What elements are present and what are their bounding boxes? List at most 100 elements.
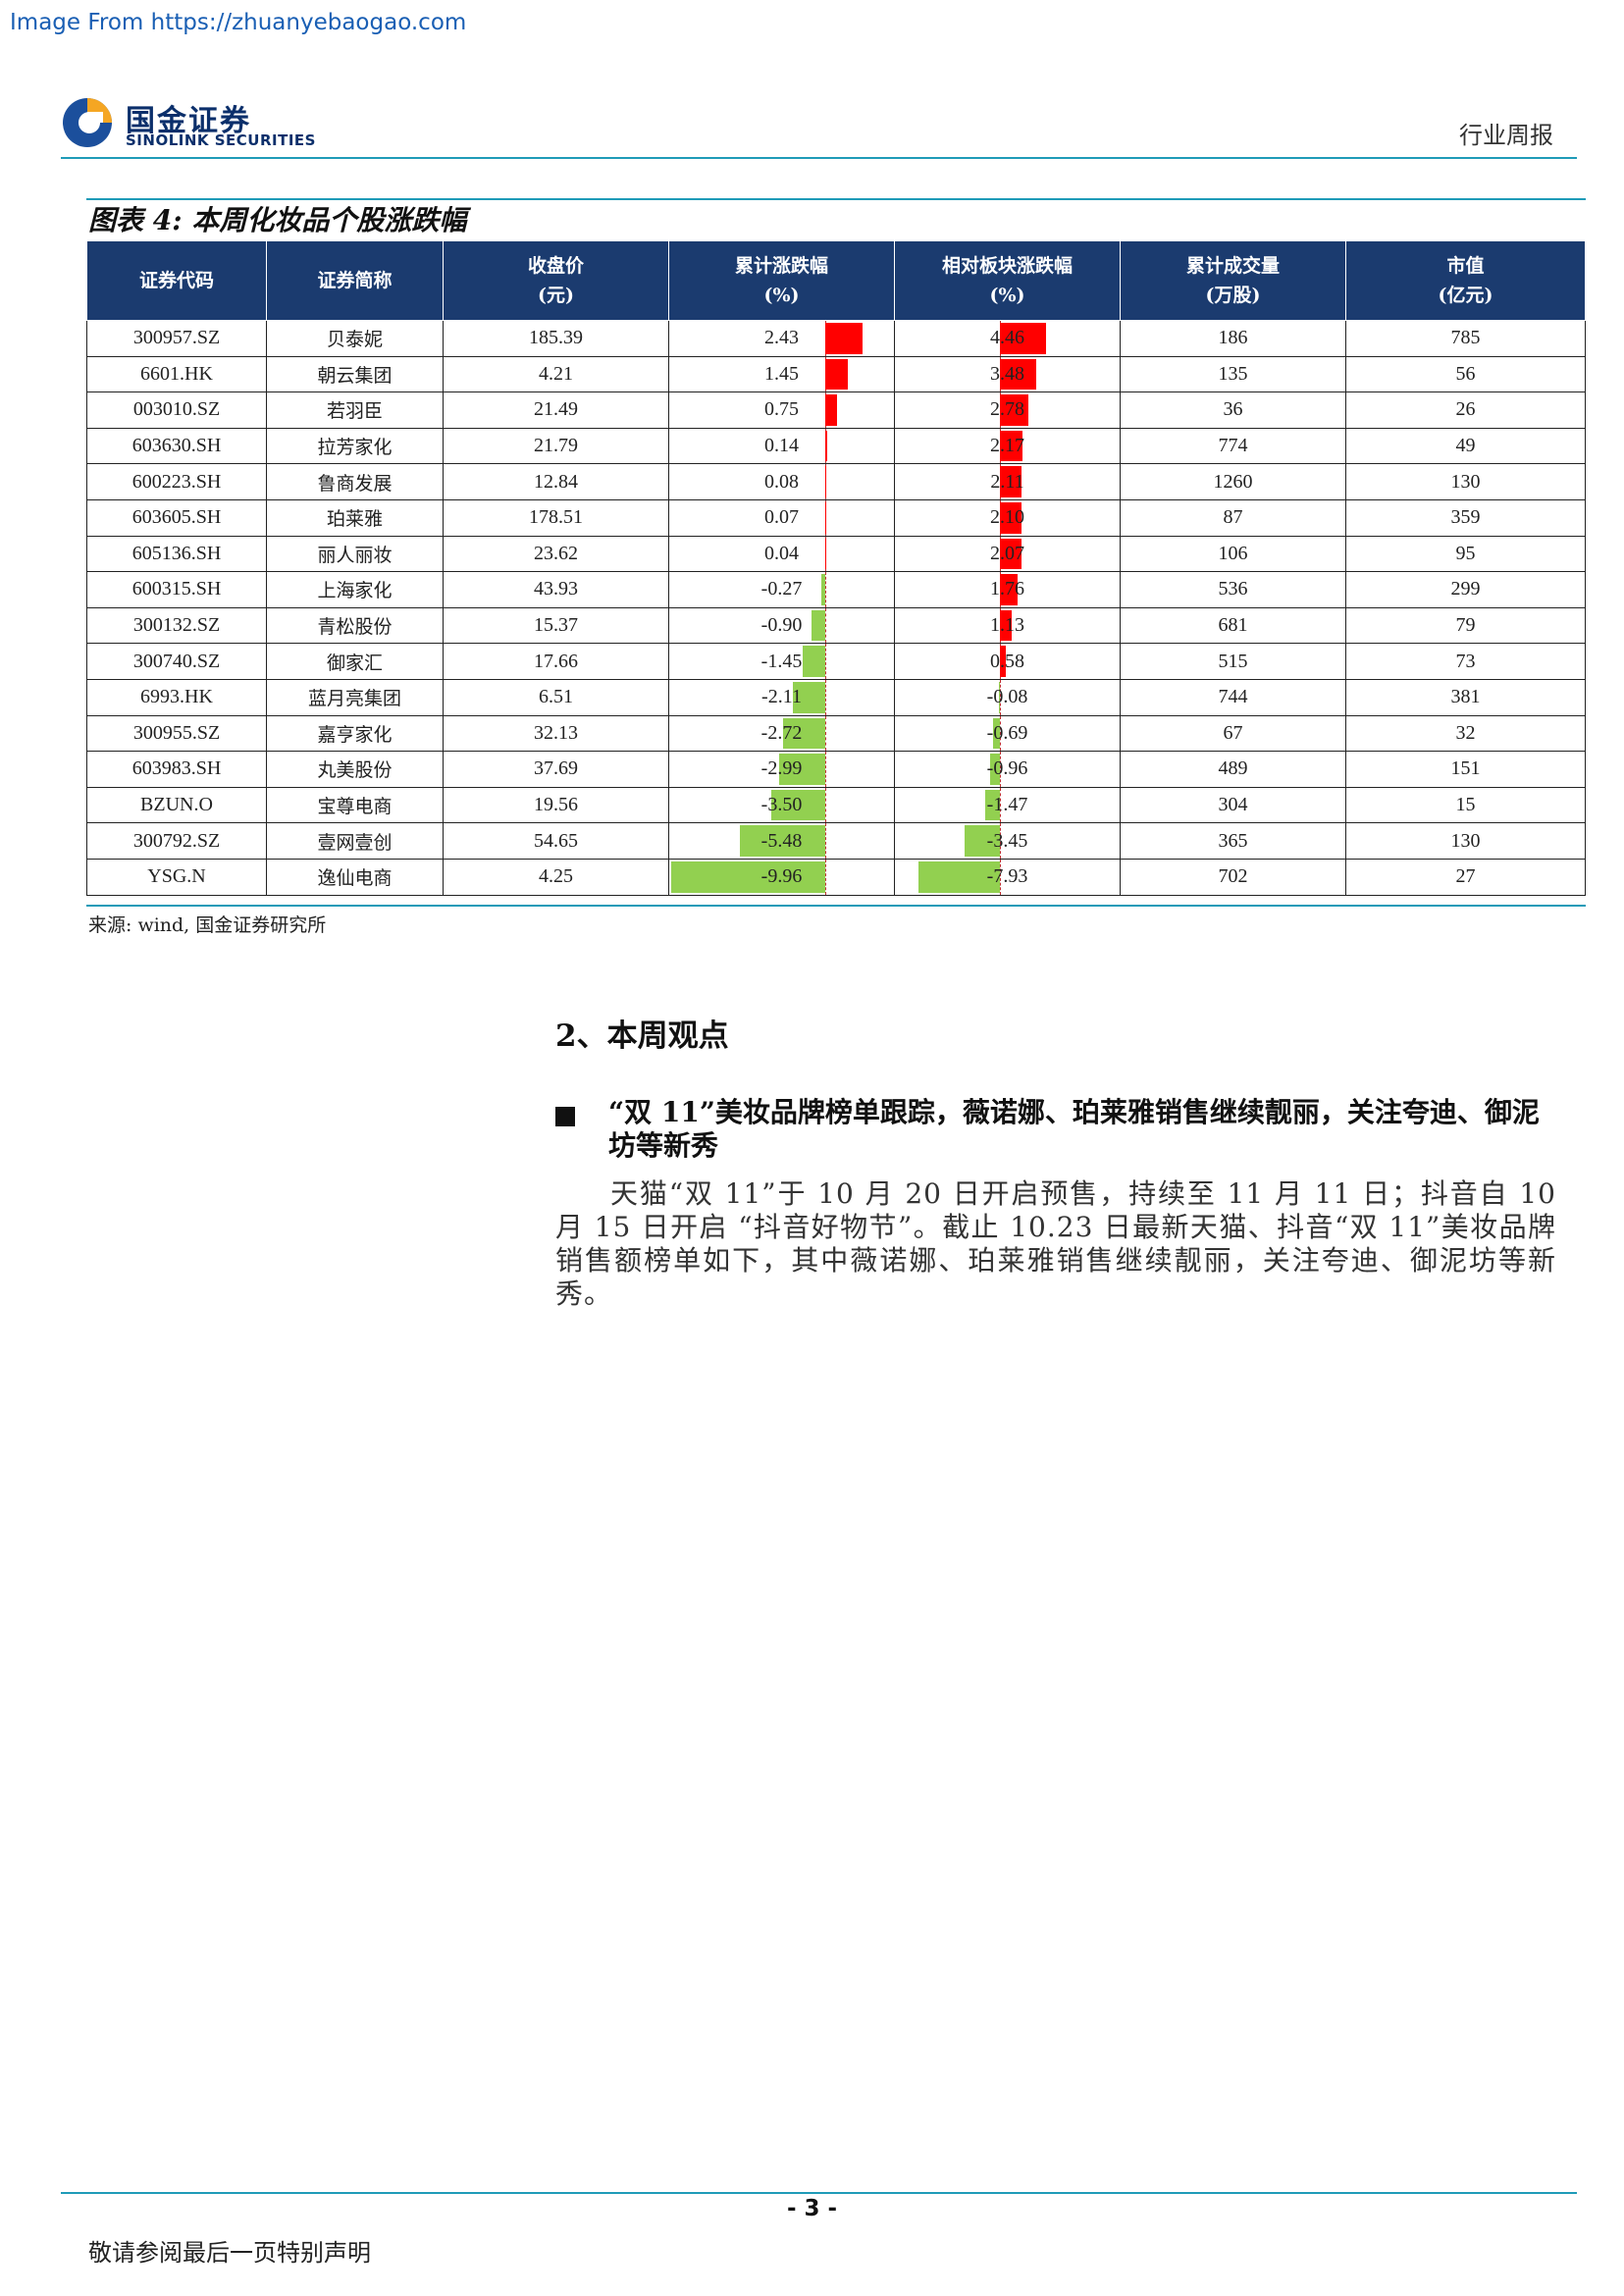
- stock-code: 605136.SH: [86, 535, 267, 573]
- logo-english-name: SINOLINK SECURITIES: [126, 131, 316, 149]
- cumulative-change-value: 0.14: [764, 435, 799, 457]
- relative-change-bar: [1000, 538, 1022, 570]
- volume: 87: [1120, 498, 1346, 537]
- stock-code: 603605.SH: [86, 498, 267, 537]
- cumulative-change-cell: 0.75: [668, 391, 895, 429]
- company-logo: 国金证券 SINOLINK SECURITIES: [61, 94, 316, 153]
- cumulative-change-value: 2.43: [764, 327, 799, 349]
- volume: 536: [1120, 571, 1346, 608]
- cumulative-change-bar: [770, 789, 825, 821]
- relative-change-cell: -1.47: [894, 786, 1121, 824]
- cumulative-change-zero-axis: [825, 644, 826, 679]
- market-cap: 130: [1345, 822, 1586, 860]
- col-header-cumulative-change: 累计涨跌幅 (%): [668, 240, 895, 321]
- cumulative-change-cell: 1.45: [668, 355, 895, 393]
- cumulative-change-cell: -2.99: [668, 751, 895, 788]
- table-row: BZUN.O 宝尊电商 19.56 -3.50 -1.47 304 15: [86, 786, 1586, 824]
- cumulative-change-value: -9.96: [760, 865, 803, 888]
- volume: 515: [1120, 643, 1346, 680]
- cumulative-change-value: 1.45: [764, 362, 799, 385]
- relative-change-bar: [1000, 574, 1019, 605]
- cumulative-change-bar: [820, 574, 825, 605]
- market-cap: 56: [1345, 355, 1586, 393]
- market-cap: 381: [1345, 678, 1586, 716]
- stock-code: 003010.SZ: [86, 391, 267, 429]
- market-cap: 32: [1345, 714, 1586, 753]
- relative-change-zero-axis: [1000, 859, 1001, 895]
- table-row: 300740.SZ 御家汇 17.66 -1.45 0.58 515 73: [86, 643, 1586, 680]
- header-divider: [61, 157, 1577, 159]
- cumulative-change-zero-axis: [825, 715, 826, 752]
- relative-change-bar: [989, 754, 1000, 785]
- volume: 106: [1120, 535, 1346, 573]
- close-price: 6.51: [443, 678, 669, 716]
- relative-change-cell: 2.07: [894, 535, 1121, 573]
- logo-chinese-name: 国金证券: [126, 104, 251, 138]
- cumulative-change-cell: -3.50: [668, 786, 895, 824]
- stock-code: 300955.SZ: [86, 714, 267, 753]
- stock-code: 600223.SH: [86, 463, 267, 500]
- close-price: 178.51: [443, 498, 669, 537]
- cumulative-change-bar: [778, 754, 825, 785]
- cumulative-change-cell: -1.45: [668, 643, 895, 680]
- cumulative-change-value: 0.75: [764, 398, 799, 421]
- market-cap: 785: [1345, 320, 1586, 357]
- bullet-heading: “双 11”美妆品牌榜单跟踪，薇诺娜、珀莱雅销售继续靓丽，关注夸迪、御泥坊等新秀: [608, 1096, 1540, 1162]
- relative-change-cell: 0.58: [894, 643, 1121, 680]
- table-row: 603630.SH 拉芳家化 21.79 0.14 2.17 774 49: [86, 427, 1586, 465]
- market-cap: 79: [1345, 606, 1586, 645]
- table-row: 600315.SH 上海家化 43.93 -0.27 1.76 536 299: [86, 571, 1586, 608]
- market-cap: 151: [1345, 751, 1586, 788]
- relative-change-zero-axis: [1000, 823, 1001, 859]
- stock-code: 603983.SH: [86, 751, 267, 788]
- relative-change-bar: [992, 717, 1000, 750]
- cumulative-change-zero-axis: [825, 752, 826, 787]
- table-row: 603605.SH 珀莱雅 178.51 0.07 2.10 87 359: [86, 498, 1586, 537]
- stock-code: 300957.SZ: [86, 320, 267, 357]
- table-row: 6993.HK 蓝月亮集团 6.51 -2.11 -0.08 744 381: [86, 678, 1586, 716]
- market-cap: 27: [1345, 858, 1586, 896]
- relative-change-value: 2.78: [990, 398, 1024, 421]
- cumulative-change-value: -2.11: [761, 686, 802, 708]
- close-price: 4.25: [443, 858, 669, 896]
- stock-name: 蓝月亮集团: [266, 678, 444, 716]
- relative-change-zero-axis: [1000, 787, 1001, 823]
- volume: 365: [1120, 822, 1346, 860]
- section-title: 2、本周观点: [555, 1018, 729, 1054]
- cumulative-change-bar: [825, 538, 826, 570]
- stock-name: 珀莱雅: [266, 498, 444, 537]
- stock-name: 青松股份: [266, 606, 444, 645]
- table-row: YSG.N 逸仙电商 4.25 -9.96 -7.93 702 27: [86, 858, 1586, 896]
- market-cap: 15: [1345, 786, 1586, 824]
- cumulative-change-cell: 0.14: [668, 427, 895, 465]
- relative-change-value: -0.69: [986, 721, 1028, 744]
- market-cap: 95: [1345, 535, 1586, 573]
- col-header-close: 收盘价 (元): [443, 240, 669, 321]
- relative-change-bar: [1000, 323, 1046, 354]
- table-row: 300957.SZ 贝泰妮 185.39 2.43 4.46 186 785: [86, 320, 1586, 357]
- footer-divider: [61, 2192, 1577, 2194]
- volume: 1260: [1120, 463, 1346, 500]
- cumulative-change-zero-axis: [825, 572, 826, 607]
- cumulative-change-cell: 2.43: [668, 320, 895, 357]
- watermark-text: Image From https://zhuanyebaogao.com: [10, 10, 467, 35]
- cumulative-change-value: 0.08: [764, 470, 799, 493]
- table-row: 300792.SZ 壹网壹创 54.65 -5.48 -3.45 365 130: [86, 822, 1586, 860]
- stock-code: 300132.SZ: [86, 606, 267, 645]
- stock-name: 贝泰妮: [266, 320, 444, 357]
- stock-name: 拉芳家化: [266, 427, 444, 465]
- relative-change-value: 4.46: [990, 327, 1024, 349]
- close-price: 12.84: [443, 463, 669, 500]
- cumulative-change-bar: [811, 609, 825, 642]
- cumulative-change-value: 0.07: [764, 506, 799, 529]
- volume: 702: [1120, 858, 1346, 896]
- stock-code: 6601.HK: [86, 355, 267, 393]
- market-cap: 299: [1345, 571, 1586, 608]
- cumulative-change-value: -2.99: [760, 757, 803, 780]
- cumulative-change-bar: [825, 323, 864, 354]
- relative-change-zero-axis: [1000, 679, 1001, 715]
- cumulative-change-cell: 0.04: [668, 535, 895, 573]
- cumulative-change-value: -2.72: [760, 721, 803, 744]
- relative-change-bar: [1000, 358, 1036, 391]
- page-number: - 3 -: [786, 2196, 838, 2221]
